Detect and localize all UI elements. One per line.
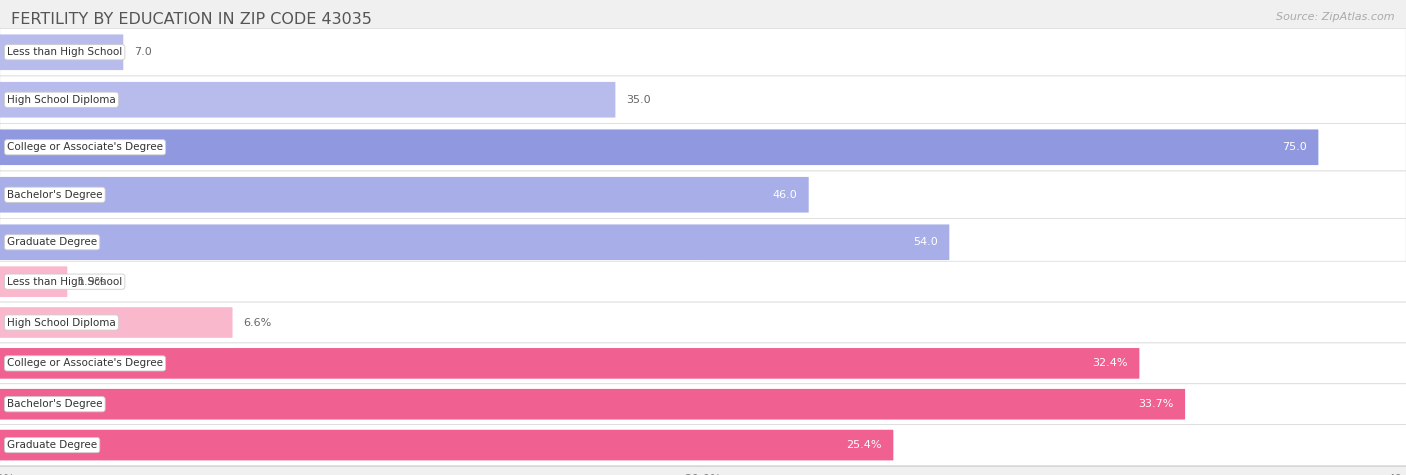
FancyBboxPatch shape [0,343,1406,384]
Text: FERTILITY BY EDUCATION IN ZIP CODE 43035: FERTILITY BY EDUCATION IN ZIP CODE 43035 [11,12,373,27]
FancyBboxPatch shape [0,430,893,460]
Text: Less than High School: Less than High School [7,47,122,57]
Text: 46.0: 46.0 [772,190,797,200]
Text: 25.4%: 25.4% [846,440,882,450]
FancyBboxPatch shape [0,384,1406,425]
FancyBboxPatch shape [0,129,1319,165]
Text: 1.9%: 1.9% [77,276,107,287]
Text: Bachelor's Degree: Bachelor's Degree [7,190,103,200]
FancyBboxPatch shape [0,218,1406,266]
Text: 6.6%: 6.6% [243,317,271,328]
FancyBboxPatch shape [0,82,616,118]
Text: College or Associate's Degree: College or Associate's Degree [7,142,163,152]
FancyBboxPatch shape [0,266,67,297]
FancyBboxPatch shape [0,177,808,213]
FancyBboxPatch shape [0,35,124,70]
FancyBboxPatch shape [0,76,1406,124]
Text: 75.0: 75.0 [1282,142,1308,152]
Text: Less than High School: Less than High School [7,276,122,287]
Text: College or Associate's Degree: College or Associate's Degree [7,358,163,369]
FancyBboxPatch shape [0,261,1406,302]
Text: 33.7%: 33.7% [1137,399,1173,409]
Text: 32.4%: 32.4% [1092,358,1128,369]
FancyBboxPatch shape [0,28,1406,76]
Text: 35.0: 35.0 [626,95,651,105]
FancyBboxPatch shape [0,124,1406,171]
Text: 7.0: 7.0 [135,47,152,57]
Text: High School Diploma: High School Diploma [7,95,115,105]
FancyBboxPatch shape [0,389,1185,419]
FancyBboxPatch shape [0,307,232,338]
Text: Graduate Degree: Graduate Degree [7,440,97,450]
FancyBboxPatch shape [0,225,949,260]
Text: 54.0: 54.0 [912,237,938,247]
Text: Graduate Degree: Graduate Degree [7,237,97,247]
FancyBboxPatch shape [0,302,1406,343]
Text: Bachelor's Degree: Bachelor's Degree [7,399,103,409]
Text: Source: ZipAtlas.com: Source: ZipAtlas.com [1277,12,1395,22]
FancyBboxPatch shape [0,425,1406,466]
FancyBboxPatch shape [0,171,1406,218]
FancyBboxPatch shape [0,348,1139,379]
Text: High School Diploma: High School Diploma [7,317,115,328]
